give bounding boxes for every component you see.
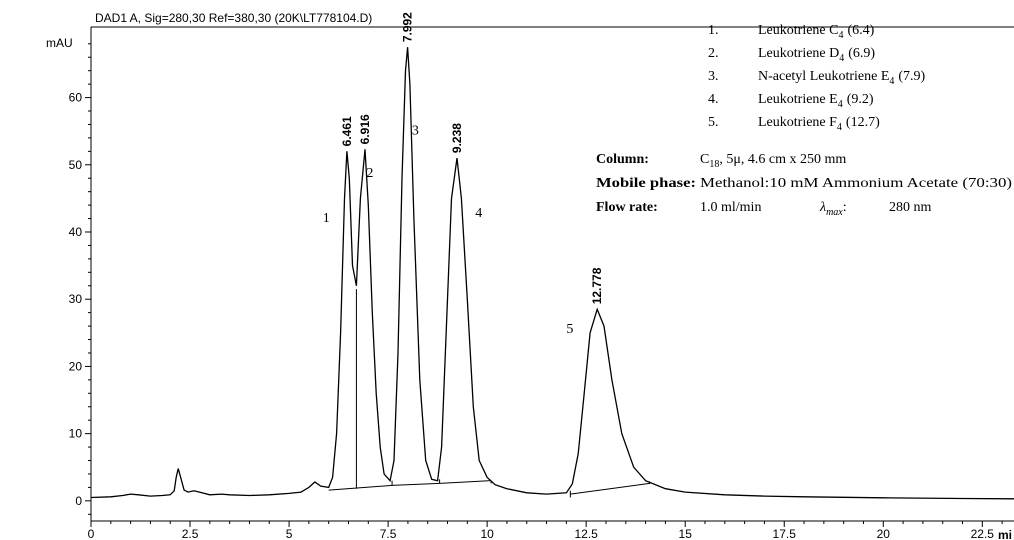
chromatogram-trace	[90, 47, 1014, 500]
chart-title: DAD1 A, Sig=280,30 Ref=380,30 (20K\LT778…	[95, 11, 372, 25]
x-axis-label: mi	[998, 528, 1012, 540]
y-tick-label: 0	[75, 494, 82, 508]
legend-text: Leukotriene D4 (6.9)	[758, 46, 875, 64]
conditions-panel: Column: C18, 5μ, 4.6 cm x 250 mm Mobile …	[596, 152, 1012, 218]
x-tick-label: 22.5	[971, 527, 995, 540]
lambda-max-value: 280 nm	[889, 200, 932, 215]
legend-item-5: 5. Leukotriene F4 (12.7)	[708, 115, 880, 133]
baseline-segment	[570, 482, 650, 495]
legend-text: Leukotriene F4 (12.7)	[758, 115, 880, 133]
y-tick-label: 20	[69, 359, 83, 373]
y-tick-label: 40	[69, 225, 83, 239]
x-tick-label: 0	[88, 527, 95, 540]
baseline-segment	[439, 480, 492, 484]
integration-baselines	[328, 480, 650, 495]
x-tick-label: 15	[679, 527, 693, 540]
peak-number-labels: 1 2 3 4 5	[323, 124, 574, 337]
legend-item-1: 1. Leukotriene C4 (6.4)	[708, 23, 875, 41]
mobile-phase-value: Methanol:10 mM Ammonium Acetate (70:30)	[700, 175, 1012, 190]
compound-legend: 1. Leukotriene C4 (6.4) 2. Leukotriene D4…	[708, 23, 926, 133]
y-tick-label: 60	[69, 91, 83, 105]
legend-num: 2.	[708, 46, 719, 61]
lambda-max-label: λmax:	[819, 200, 847, 218]
peak-label: 6.916	[358, 114, 372, 144]
x-tick-label: 17.5	[773, 527, 797, 540]
peak-label: 6.461	[340, 116, 354, 146]
column-label: Column:	[596, 152, 649, 167]
y-tick-label: 30	[69, 292, 83, 306]
peak-label: 7.992	[401, 12, 415, 42]
peak-label: 9.238	[450, 123, 464, 153]
x-tick-label: 2.5	[182, 527, 199, 540]
x-tick-label: 7.5	[380, 527, 397, 540]
peak-number: 5	[566, 322, 573, 337]
legend-num: 1.	[708, 23, 719, 38]
legend-text: Leukotriene C4 (6.4)	[758, 23, 875, 41]
baseline-segment	[392, 482, 440, 486]
legend-num: 5.	[708, 115, 719, 130]
peak-number: 1	[323, 211, 330, 226]
flow-rate-value: 1.0 ml/min	[700, 200, 761, 215]
legend-num: 4.	[708, 92, 719, 107]
legend-item-2: 2. Leukotriene D4 (6.9)	[708, 46, 875, 64]
peak-number: 4	[475, 206, 482, 221]
y-tick-label: 50	[69, 158, 83, 172]
mobile-phase-label: Mobile phase:	[596, 175, 696, 190]
legend-num: 3.	[708, 69, 719, 84]
y-tick-label: 10	[69, 427, 83, 441]
peak-number: 3	[412, 124, 419, 139]
x-tick-label: 10	[480, 527, 494, 540]
x-ticks: 0 2.5 5 7.5 10 12.5 15 17.5 20 22.5	[88, 521, 1003, 540]
x-tick-label: 12.5	[574, 527, 598, 540]
x-tick-label: 5	[286, 527, 293, 540]
peak-number: 2	[366, 166, 373, 181]
y-axis-label: mAU	[46, 36, 73, 50]
column-value: C18, 5μ, 4.6 cm x 250 mm	[700, 152, 846, 170]
peak-label: 12.778	[590, 267, 604, 304]
legend-item-3: 3. N-acetyl Leukotriene E4 (7.9)	[708, 69, 926, 87]
legend-text: Leukotriene E4 (9.2)	[758, 92, 874, 110]
baseline-segment	[328, 484, 393, 491]
legend-text: N-acetyl Leukotriene E4 (7.9)	[758, 69, 926, 87]
peak-drop-lines	[355, 289, 651, 498]
legend-item-4: 4. Leukotriene E4 (9.2)	[708, 92, 874, 110]
x-tick-label: 20	[877, 527, 891, 540]
flow-rate-label: Flow rate:	[596, 200, 658, 215]
y-ticks: 0 10 20 30 40 50 60	[69, 43, 91, 515]
peak-retention-labels: 6.461 6.916 7.992 9.238 12.778	[340, 12, 604, 304]
